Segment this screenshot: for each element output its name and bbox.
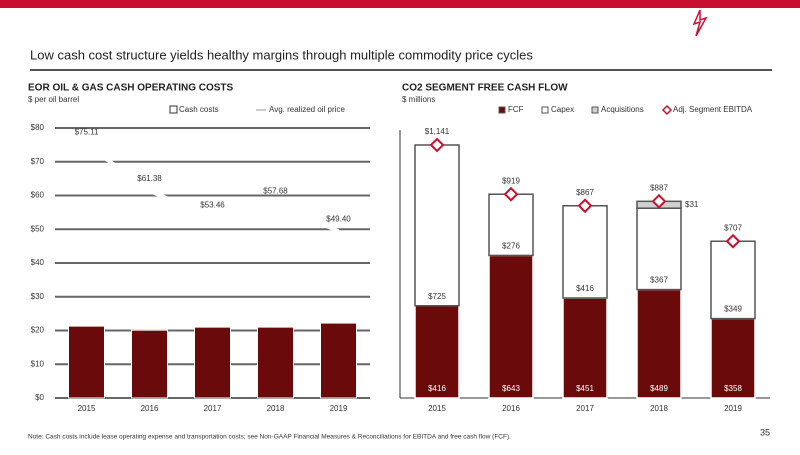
bar [68, 325, 105, 399]
top-bar [0, 0, 800, 8]
data-label: $707 [724, 223, 742, 232]
bar-segment [488, 193, 534, 257]
data-label: $887 [650, 183, 668, 192]
bar-segment [710, 240, 756, 320]
data-label: $416 [428, 384, 446, 393]
data-label: $358 [724, 384, 742, 393]
marker [503, 186, 519, 202]
bar-segment [488, 254, 534, 399]
legend-swatch [498, 106, 506, 114]
chart-subtitle: $ millions [402, 95, 435, 104]
y-tick-label: $30 [31, 292, 45, 301]
data-label: $416 [576, 284, 594, 293]
line [85, 142, 340, 234]
x-tick-label: 2016 [141, 404, 159, 413]
data-label: $451 [576, 384, 594, 393]
legend-label: FCF [508, 105, 524, 114]
chart-title: EOR OIL & GAS CASH OPERATING COSTS [28, 83, 234, 94]
data-label: $276 [502, 242, 520, 251]
data-label: $867 [576, 188, 594, 197]
data-label: $31 [685, 200, 699, 209]
x-tick-label: 2018 [650, 404, 668, 413]
x-tick-label: 2015 [78, 404, 96, 413]
data-label: $75.11 [75, 128, 99, 137]
bar-segment [636, 288, 682, 399]
legend-label: Capex [551, 105, 574, 114]
y-tick-label: $50 [31, 224, 45, 233]
legend-swatch [169, 105, 178, 114]
y-tick-label: $80 [31, 123, 45, 132]
bar-segment [562, 297, 608, 399]
legend-label: Adj. Segment EBITDA [673, 105, 753, 114]
data-label: $1,141 [425, 127, 450, 136]
bar [194, 326, 231, 399]
data-label: $57.68 [263, 186, 288, 195]
data-label: $489 [650, 384, 668, 393]
data-label: $919 [502, 176, 520, 185]
marker [429, 137, 445, 153]
legend-label: Avg. realized oil price [269, 105, 345, 114]
y-tick-label: $40 [31, 258, 45, 267]
bar-segment [414, 305, 460, 399]
logo [692, 9, 708, 37]
page-number: 35 [760, 427, 770, 437]
data-label: $643 [502, 384, 520, 393]
legend-swatch [541, 106, 549, 114]
x-tick-label: 2016 [502, 404, 520, 413]
x-tick-label: 2017 [576, 404, 594, 413]
legend-label: Cash costs [179, 105, 219, 114]
x-tick-label: 2015 [428, 404, 446, 413]
legend-swatch [661, 104, 673, 116]
y-tick-label: $0 [35, 393, 44, 402]
data-label: $367 [650, 276, 668, 285]
x-tick-label: 2017 [204, 404, 222, 413]
bar [257, 326, 294, 399]
y-tick-label: $60 [31, 191, 45, 200]
x-tick-label: 2018 [267, 404, 285, 413]
footnote: Note: Cash costs include lease operating… [28, 434, 511, 441]
data-label: $725 [428, 292, 446, 301]
slide-title: Low cash cost structure yields healthy m… [30, 47, 533, 62]
data-label: $349 [724, 305, 742, 314]
legend-swatch [591, 106, 599, 114]
y-tick-label: $10 [31, 359, 45, 368]
marker [725, 233, 741, 249]
bar-segment [414, 144, 460, 307]
bar [320, 322, 357, 399]
x-tick-label: 2019 [330, 404, 348, 413]
marker [651, 193, 667, 209]
chart-subtitle: $ per oil barrel [28, 95, 79, 104]
y-tick-label: $20 [31, 326, 45, 335]
chart-title: CO2 SEGMENT FREE CASH FLOW [402, 83, 568, 94]
marker [577, 198, 593, 214]
bar [131, 329, 168, 399]
data-label: $61.38 [137, 174, 162, 183]
y-tick-label: $70 [31, 157, 45, 166]
x-tick-label: 2019 [724, 404, 742, 413]
data-label: $53.46 [200, 201, 225, 210]
data-label: $49.40 [326, 214, 351, 223]
legend-label: Acquisitions [601, 105, 644, 114]
